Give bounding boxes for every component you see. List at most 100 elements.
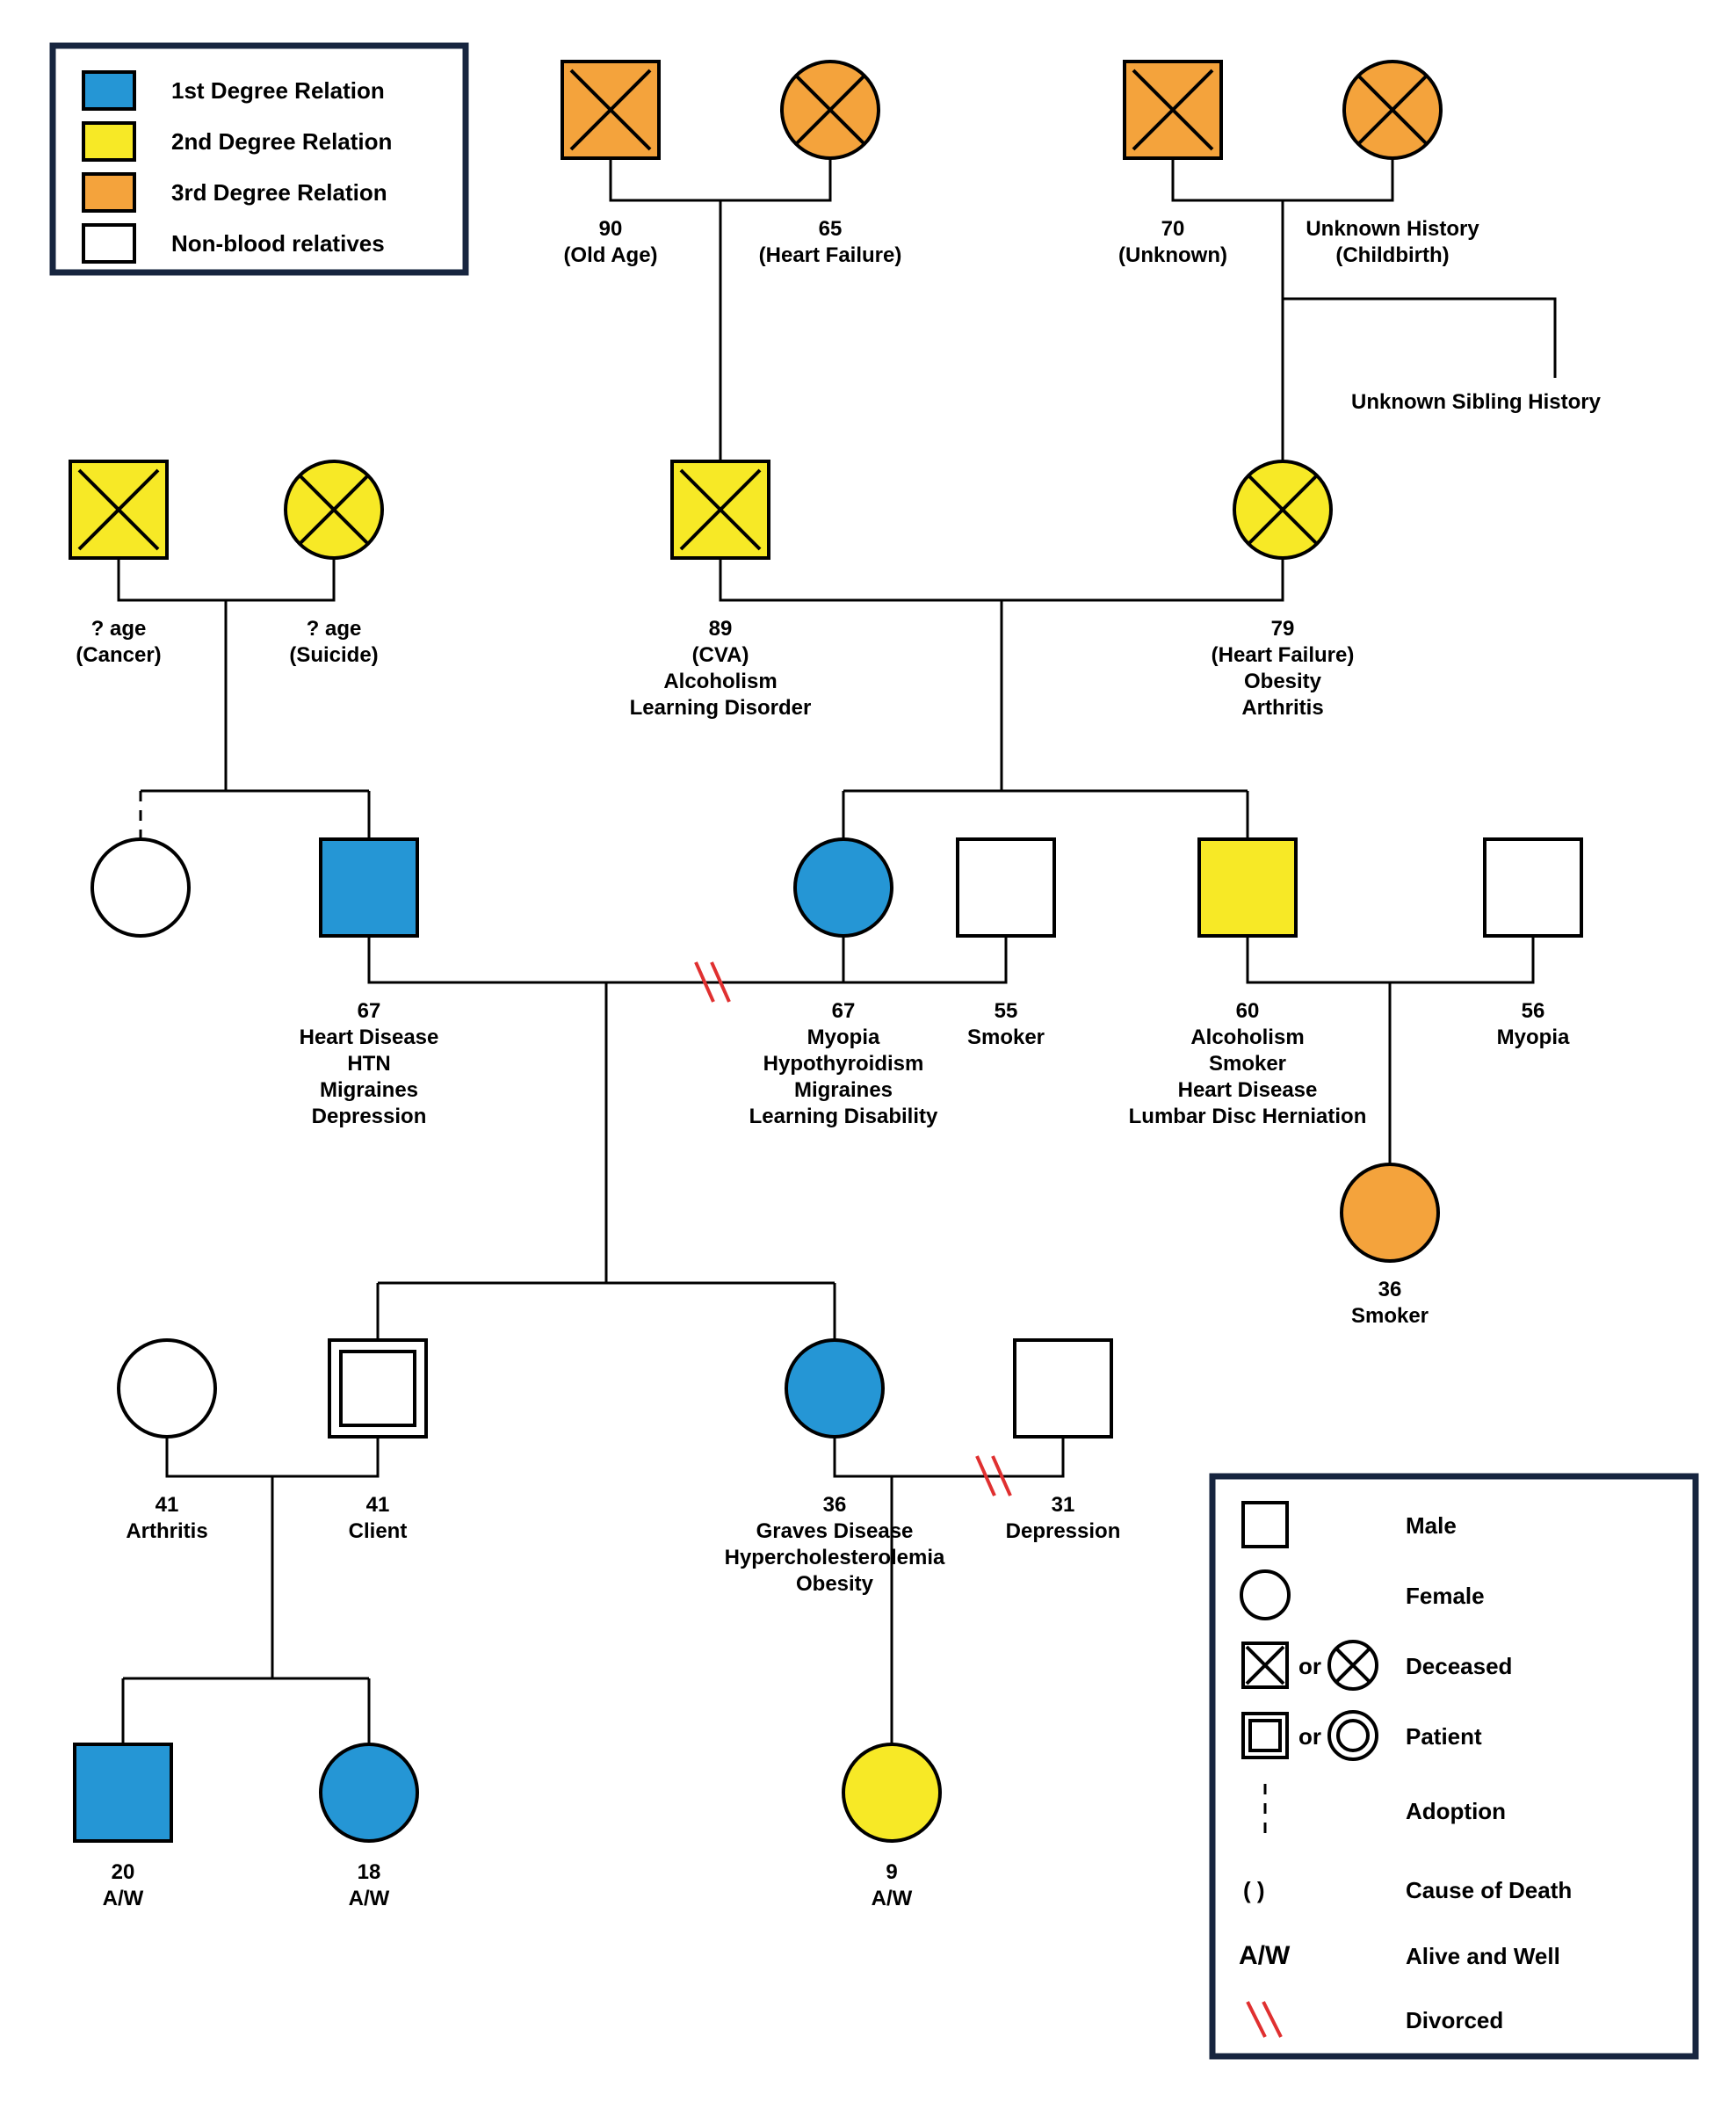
person-g3-uncle-wife [1485,839,1581,936]
svg-text:55: 55 [995,999,1018,1023]
svg-text:(Cancer): (Cancer) [76,643,161,667]
svg-text:(Heart Failure): (Heart Failure) [1212,643,1355,667]
svg-text:20: 20 [112,1860,135,1884]
svg-text:Unknown History: Unknown History [1306,217,1479,241]
svg-text:or: or [1298,1653,1321,1679]
person-g3-cousin [1342,1164,1438,1261]
person-g4-wife [119,1340,215,1437]
svg-text:70: 70 [1161,217,1185,241]
svg-text:(Childbirth): (Childbirth) [1335,243,1449,267]
svg-text:A/W: A/W [103,1887,144,1910]
person-g3-adopted [92,839,189,936]
svg-text:A/W: A/W [1239,1941,1291,1970]
svg-text:Arthritis: Arthritis [1241,696,1323,720]
person-g2-pat-gpa [70,461,167,558]
svg-text:41: 41 [366,1493,390,1517]
svg-text:Lumbar Disc Herniation: Lumbar Disc Herniation [1129,1105,1367,1128]
svg-text:Client: Client [349,1519,408,1543]
svg-text:(Heart Failure): (Heart Failure) [759,243,902,267]
svg-text:Obesity: Obesity [1244,670,1322,693]
svg-text:Migraines: Migraines [794,1078,893,1102]
person-g2-pat-gma [286,461,382,558]
person-g2-mat-gma [1234,461,1331,558]
legend-label-third: 3rd Degree Relation [171,179,387,206]
svg-text:Cause of Death: Cause of Death [1406,1877,1572,1903]
svg-text:36: 36 [823,1493,847,1517]
svg-text:Male: Male [1406,1512,1457,1539]
person-g5-son [75,1744,171,1841]
svg-text:(Suicide): (Suicide) [289,643,378,667]
svg-text:79: 79 [1271,617,1295,641]
svg-text:9: 9 [886,1860,897,1884]
svg-text:Hypothyroidism: Hypothyroidism [763,1052,924,1076]
legend-swatch-second [83,123,134,160]
svg-text:(Old Age): (Old Age) [563,243,657,267]
svg-text:Arthritis: Arthritis [126,1519,207,1543]
svg-text:Depression: Depression [312,1105,427,1128]
legend-symbols: Male Female or Deceased or Patient [1212,1476,1696,2056]
pedigree-diagram: 1st Degree Relation 2nd Degree Relation … [0,0,1736,2109]
svg-text:89: 89 [709,617,733,641]
svg-text:56: 56 [1522,999,1545,1023]
svg-text:Obesity: Obesity [796,1572,874,1596]
svg-text:60: 60 [1236,999,1260,1023]
person-g3-uncle [1199,839,1296,936]
person-g1-gma-maternal [1344,62,1441,158]
svg-text:67: 67 [832,999,856,1023]
svg-text:Alcoholism: Alcoholism [663,670,777,693]
svg-text:Smoker: Smoker [1209,1052,1286,1076]
svg-text:67: 67 [358,999,381,1023]
svg-text:Deceased: Deceased [1406,1653,1512,1679]
person-g1-gpa-paternal [562,62,659,158]
legend-swatch-first [83,72,134,109]
svg-text:36: 36 [1378,1278,1402,1301]
svg-text:Divorced: Divorced [1406,2007,1503,2033]
svg-text:Hypercholesterolemia: Hypercholesterolemia [725,1546,945,1569]
svg-text:Smoker: Smoker [967,1026,1045,1049]
svg-text:(Unknown): (Unknown) [1118,243,1227,267]
svg-text:Patient: Patient [1406,1723,1482,1750]
person-g3-father [321,839,417,936]
svg-text:Migraines: Migraines [320,1078,418,1102]
svg-text:31: 31 [1052,1493,1075,1517]
person-g5-daughter1 [321,1744,417,1841]
legend-swatch-third [83,174,134,211]
svg-text:( ): ( ) [1243,1877,1265,1903]
svg-text:A/W: A/W [872,1887,913,1910]
svg-text:Learning Disorder: Learning Disorder [630,696,812,720]
legend-swatch-nonblood [83,225,134,262]
svg-text:Female: Female [1406,1583,1485,1609]
svg-text:Smoker: Smoker [1351,1304,1429,1328]
legend-label-first: 1st Degree Relation [171,77,385,104]
svg-text:18: 18 [358,1860,381,1884]
svg-text:Heart Disease: Heart Disease [1178,1078,1318,1102]
legend-label-nonblood: Non-blood relatives [171,230,385,257]
person-g2-mat-gpa [672,461,769,558]
svg-text:90: 90 [599,217,623,241]
svg-text:Depression: Depression [1006,1519,1121,1543]
person-g5-niece [843,1744,940,1841]
person-g4-client [329,1340,426,1437]
person-g4-sister-husband [1015,1340,1111,1437]
person-g3-stepfather [958,839,1054,936]
svg-text:? age: ? age [91,617,147,641]
svg-text:Myopia: Myopia [807,1026,880,1049]
svg-text:Unknown Sibling History: Unknown Sibling History [1351,390,1602,414]
svg-text:(CVA): (CVA) [692,643,749,667]
person-g4-sister [786,1340,883,1437]
svg-text:A/W: A/W [349,1887,390,1910]
svg-text:Heart Disease: Heart Disease [300,1026,439,1049]
svg-text:Myopia: Myopia [1497,1026,1570,1049]
svg-text:41: 41 [156,1493,179,1517]
svg-text:Alcoholism: Alcoholism [1190,1026,1304,1049]
svg-text:? age: ? age [307,617,362,641]
svg-text:Graves Disease: Graves Disease [756,1519,914,1543]
svg-text:or: or [1298,1723,1321,1750]
legend-label-second: 2nd Degree Relation [171,128,392,155]
svg-text:Adoption: Adoption [1406,1798,1506,1824]
svg-text:65: 65 [819,217,843,241]
legend-relations: 1st Degree Relation 2nd Degree Relation … [53,46,466,272]
svg-text:Alive and Well: Alive and Well [1406,1943,1560,1969]
person-g3-mother [795,839,892,936]
svg-text:HTN: HTN [347,1052,390,1076]
